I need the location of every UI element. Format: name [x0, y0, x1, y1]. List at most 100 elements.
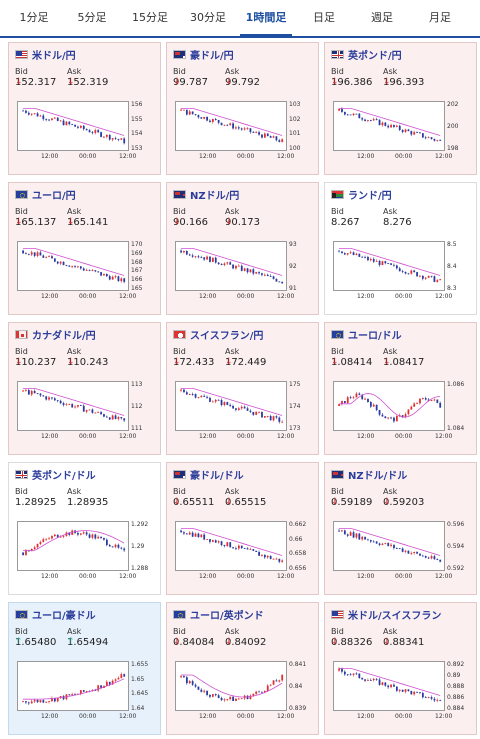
candle-body — [269, 684, 272, 686]
currency-card[interactable]: 米ドル/スイスフラン Bid Ask ↓ 0.88326 ↓ 0.88341 0.8… — [324, 602, 477, 735]
candle-body — [375, 678, 378, 680]
candle-body — [235, 408, 237, 410]
candle-body — [188, 532, 191, 535]
candle-body — [249, 128, 252, 133]
candle-body — [36, 252, 39, 256]
candle-body — [103, 414, 105, 417]
y-tick-label: 8.4 — [447, 263, 457, 270]
currency-card[interactable]: NZドル/円 Bid Ask ↓ 90.166 ↓ 90.173 93 92 91 12:… — [166, 182, 319, 315]
candle-body — [393, 544, 395, 549]
candle-body — [220, 541, 223, 545]
candle-body — [338, 530, 340, 532]
y-tick-label: 1.084 — [447, 425, 465, 432]
ask-label: Ask — [225, 207, 240, 216]
currency-card[interactable]: 豪ドル/ドル Bid Ask ↓ 0.65511 ↓ 0.65515 0.662 0.… — [166, 462, 319, 595]
x-tick-label: 12:00 — [435, 433, 453, 440]
pair-name[interactable]: 豪ドル/ドル — [190, 470, 244, 482]
candle-body — [33, 547, 36, 549]
currency-card[interactable]: 英ポンド/ドル Bid Ask 1.28925 1.28935 1.292 1.2… — [8, 462, 161, 595]
candle-body — [407, 409, 410, 415]
chart-svg — [338, 527, 442, 563]
pair-name[interactable]: スイスフラン/円 — [190, 330, 264, 342]
candle-body — [258, 691, 260, 693]
candle-body — [384, 543, 387, 544]
x-tick-label: 12:00 — [41, 293, 59, 300]
bid-value: 8.267 — [331, 217, 360, 228]
candle-body — [343, 530, 346, 535]
tab-1[interactable]: 1分足 — [19, 11, 49, 24]
us-flag-icon — [331, 609, 344, 619]
candle-body — [419, 275, 421, 277]
pair-name[interactable]: ユーロ/円 — [32, 190, 76, 202]
candle-body — [364, 679, 366, 681]
candle-body — [430, 556, 433, 559]
y-tick-label: 0.84 — [289, 683, 303, 690]
pair-name[interactable]: カナダドル/円 — [32, 330, 96, 342]
currency-card[interactable]: ユーロ/豪ドル Bid Ask ↑ 1.65480 ↑ 1.65494 1.655 1… — [8, 602, 161, 735]
currency-card[interactable]: カナダドル/円 Bid Ask ↓ 110.237 ↓ 110.243 113 112… — [8, 322, 161, 455]
candle-body — [281, 560, 284, 562]
tab-8[interactable]: 月足 — [429, 11, 451, 24]
pair-header: ユーロ/ドル — [331, 327, 402, 342]
candle-body — [255, 691, 258, 694]
tab-5[interactable]: 1時間足 — [240, 0, 292, 37]
chart-svg — [180, 527, 284, 564]
candle-body — [338, 108, 340, 111]
candle-body — [275, 680, 278, 682]
candle-body — [439, 402, 442, 408]
candle-body — [27, 112, 30, 115]
ask-value: ↓ 0.88341 — [383, 637, 424, 648]
moving-average-line — [181, 247, 283, 276]
candle-body — [355, 393, 358, 398]
pair-name[interactable]: ユーロ/英ポンド — [190, 610, 264, 622]
candle-body — [203, 690, 206, 692]
currency-card[interactable]: ランド/円 Bid Ask 8.267 8.276 8.5 8.4 8.3 12:00… — [324, 182, 477, 315]
candle-body — [180, 250, 182, 253]
currency-card[interactable]: ユーロ/ドル Bid Ask ↓ 1.08414 ↓ 1.08417 1.086 1.… — [324, 322, 477, 455]
pair-name[interactable]: ユーロ/ドル — [348, 330, 402, 342]
ask-label: Ask — [383, 207, 398, 216]
tab-7[interactable]: 週足 — [371, 11, 393, 24]
pair-name[interactable]: 米ドル/スイスフラン — [348, 610, 442, 622]
bid-label: Bid — [173, 347, 186, 356]
pair-name[interactable]: 英ポンド/円 — [348, 50, 402, 62]
y-tick-label: 155 — [131, 115, 143, 123]
currency-card[interactable]: ユーロ/円 Bid Ask ↓ 165.137 ↓ 165.141 170 169 16… — [8, 182, 161, 315]
candle-body — [430, 697, 433, 699]
candle-body — [261, 134, 263, 138]
candle-body — [281, 421, 284, 423]
chart-plot-area — [333, 521, 445, 571]
tab-3[interactable]: 15分足 — [132, 11, 168, 24]
candle-body — [123, 418, 126, 421]
tab-2[interactable]: 5分足 — [77, 11, 107, 24]
currency-card[interactable]: ユーロ/英ポンド Bid Ask ↓ 0.84084 ↓ 0.84092 0.841… — [166, 602, 319, 735]
candle-body — [22, 552, 24, 556]
ask-number: 172.449 — [225, 357, 267, 368]
candle-body — [249, 695, 252, 700]
candle-body — [243, 406, 246, 409]
pair-name[interactable]: NZドル/ドル — [348, 470, 408, 482]
chart-plot-area — [17, 241, 129, 291]
candle-body — [240, 265, 243, 271]
currency-card[interactable]: 米ドル/円 Bid Ask ↓ 152.317 ↓ 152.319 156 155 15… — [8, 42, 161, 175]
currency-card[interactable]: スイスフラン/円 Bid Ask ↓ 172.433 ↓ 172.449 175 17… — [166, 322, 319, 455]
candle-body — [94, 130, 97, 133]
ask-label: Ask — [383, 347, 398, 356]
candle-body — [185, 109, 188, 115]
currency-card[interactable]: NZドル/ドル Bid Ask ↓ 0.59189 ↓ 0.59203 0.596 0… — [324, 462, 477, 595]
currency-card[interactable]: 豪ドル/円 Bid Ask ↓ 99.787 ↓ 99.792 103 102 101 1… — [166, 42, 319, 175]
tab-6[interactable]: 日足 — [313, 11, 335, 24]
currency-card[interactable]: 英ポンド/円 Bid Ask ↓ 196.386 ↓ 196.393 202 200 1… — [324, 42, 477, 175]
pair-name[interactable]: 豪ドル/円 — [190, 50, 234, 62]
candle-body — [395, 125, 398, 127]
down-arrow-icon: ↓ — [331, 497, 339, 507]
candle-body — [68, 121, 71, 125]
down-arrow-icon: ↓ — [225, 77, 233, 87]
pair-name[interactable]: NZドル/円 — [190, 190, 240, 202]
pair-name[interactable]: 英ポンド/ドル — [32, 470, 96, 482]
tab-4[interactable]: 30分足 — [190, 11, 226, 24]
pair-name[interactable]: ランド/円 — [348, 190, 392, 202]
pair-name[interactable]: 米ドル/円 — [32, 50, 76, 62]
pair-name[interactable]: ユーロ/豪ドル — [32, 610, 96, 622]
candlestick-chart: 0.892 0.89 0.888 0.886 0.884 12:00 00:00 12:00 — [329, 657, 473, 729]
